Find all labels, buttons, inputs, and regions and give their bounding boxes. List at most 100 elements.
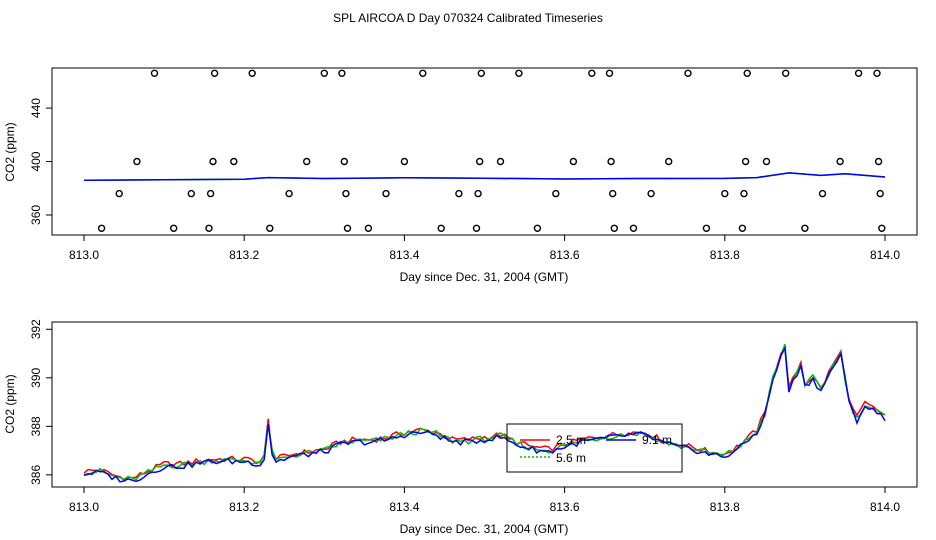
scatter-point <box>210 69 219 78</box>
scatter-point <box>741 157 750 166</box>
scatter-point <box>338 69 346 78</box>
top-x-tick-label: 813.8 <box>710 248 740 262</box>
top-series-line <box>83 172 886 181</box>
scatter-point <box>782 69 790 78</box>
bottom-x-tick-label: 813.0 <box>69 500 99 514</box>
scatter-point <box>496 157 505 166</box>
top-x-tick-label: 813.2 <box>229 248 259 262</box>
scatter-point <box>205 224 213 233</box>
bottom-y-axis-title: CO2 (ppm) <box>3 374 17 433</box>
bottom-x-tick-label: 813.4 <box>389 500 419 514</box>
top-series-line-blue <box>83 172 886 181</box>
scatter-point <box>230 157 238 166</box>
top-y-axis: 360 400 440 <box>29 98 52 225</box>
legend: 2.5 m 5.6 m 9.1 m <box>506 423 683 473</box>
bottom-panel: 813.0 813.2 813.4 813.6 813.8 814.0 386 388 390… <box>3 319 918 536</box>
legend-label-2-5m: 2.5 m <box>556 433 586 447</box>
scatter-point <box>419 69 427 78</box>
bottom-y-tick-label: 386 <box>29 465 43 485</box>
top-x-tick-label: 814.0 <box>870 248 900 262</box>
scatter-point <box>818 189 827 198</box>
scatter-point <box>472 224 481 233</box>
top-x-tick-label: 813.4 <box>389 248 419 262</box>
scatter-point <box>762 157 771 166</box>
bottom-x-tick-label: 813.2 <box>229 500 259 514</box>
legend-label-9-1m: 9.1 m <box>642 433 672 447</box>
top-scatter-points <box>97 69 886 233</box>
bottom-series-lines <box>83 343 886 483</box>
bottom-y-tick-label: 388 <box>29 416 43 436</box>
scatter-point <box>874 157 883 166</box>
scatter-point <box>169 224 178 233</box>
scatter-point <box>629 224 638 233</box>
bottom-x-tick-label: 813.6 <box>550 500 580 514</box>
scatter-point <box>873 69 881 78</box>
bottom-y-tick-label: 392 <box>29 319 43 339</box>
scatter-point <box>303 157 311 166</box>
scatter-point <box>605 69 614 78</box>
top-y-tick-label: 400 <box>29 151 43 171</box>
scatter-point <box>740 189 748 198</box>
scatter-point <box>115 189 123 198</box>
legend-label-5-6m: 5.6 m <box>556 451 586 465</box>
series-line-9-1m <box>83 345 886 483</box>
scatter-point <box>248 69 256 78</box>
scatter-point <box>552 189 560 198</box>
scatter-point <box>400 157 409 166</box>
scatter-point <box>876 189 884 198</box>
scatter-point <box>342 189 350 198</box>
scatter-point <box>610 224 618 233</box>
scatter-point <box>665 157 673 166</box>
top-y-tick-label: 440 <box>29 98 43 118</box>
top-x-axis: 813.0 813.2 813.4 813.6 813.8 814.0 <box>69 235 900 262</box>
bottom-y-axis: 386 388 390 392 <box>29 319 52 485</box>
bottom-x-tick-label: 814.0 <box>870 500 900 514</box>
scatter-point <box>533 224 542 233</box>
scatter-point <box>437 224 445 233</box>
top-panel: 813.0 813.2 813.4 813.6 813.8 814.0 360 400 440… <box>3 67 918 284</box>
top-x-tick-label: 813.0 <box>69 248 99 262</box>
bottom-y-tick-label: 390 <box>29 367 43 387</box>
bottom-x-axis-title: Day since Dec. 31, 2004 (GMT) <box>400 522 569 536</box>
scatter-point <box>382 189 390 198</box>
scatter-point <box>187 189 196 198</box>
top-x-tick-label: 813.6 <box>550 248 580 262</box>
scatter-point <box>854 69 863 78</box>
scatter-point <box>684 69 692 78</box>
scatter-point <box>477 69 485 78</box>
scatter-point <box>340 157 348 166</box>
scatter-point <box>133 157 141 166</box>
scatter-point <box>878 224 886 233</box>
top-y-tick-label: 360 <box>29 205 43 225</box>
scatter-point <box>702 224 711 233</box>
scatter-point <box>738 224 747 233</box>
scatter-point <box>474 189 482 198</box>
bottom-x-axis: 813.0 813.2 813.4 813.6 813.8 814.0 <box>69 487 900 514</box>
scatter-point <box>97 224 106 233</box>
scatter-point <box>588 69 596 78</box>
scatter-point <box>150 69 159 78</box>
scatter-point <box>743 69 751 78</box>
scatter-point <box>721 189 729 198</box>
scatter-point <box>836 157 844 166</box>
top-y-axis-title: CO2 (ppm) <box>3 122 17 181</box>
series-line-2-5m <box>83 345 886 482</box>
scatter-point <box>364 224 373 233</box>
scatter-point <box>285 189 293 198</box>
scatter-point <box>320 69 328 78</box>
scatter-point <box>607 157 615 166</box>
top-plot-frame <box>51 67 918 236</box>
scatter-point <box>476 157 484 166</box>
chart-title: SPL AIRCOA D Day 070324 Calibrated Times… <box>333 11 603 25</box>
top-x-axis-title: Day since Dec. 31, 2004 (GMT) <box>400 270 569 284</box>
scatter-point <box>647 189 655 198</box>
bottom-x-tick-label: 813.8 <box>710 500 740 514</box>
scatter-point <box>515 69 523 78</box>
scatter-point <box>455 189 463 198</box>
legend-box <box>506 423 683 473</box>
scatter-point <box>569 157 578 166</box>
scatter-point <box>206 189 215 198</box>
bottom-plot-frame <box>51 321 918 488</box>
scatter-point <box>801 224 809 233</box>
